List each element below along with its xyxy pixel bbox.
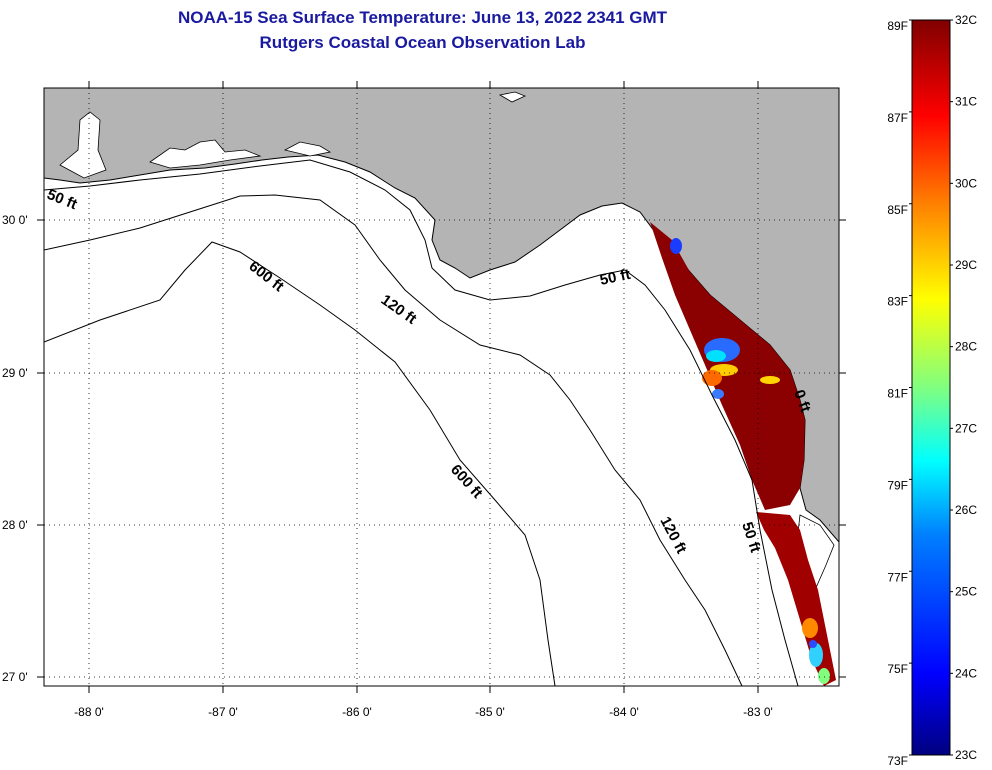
lon-label: -83 0': [743, 705, 773, 719]
colorbar-f-label: 75F: [887, 662, 908, 676]
contour-50ft: [44, 159, 799, 686]
colorbar-c-label: 23C: [955, 748, 977, 762]
mobile-bay: [59, 111, 107, 179]
lon-label: -86 0': [342, 705, 372, 719]
colorbar-f-label: 73F: [887, 754, 908, 768]
colorbar-f-label: 83F: [887, 295, 908, 309]
lat-label: 28 0': [2, 518, 28, 532]
choctawhatchee-bay: [283, 141, 332, 157]
colorbar-c-label: 24C: [955, 666, 977, 680]
lat-label: 29 0': [2, 366, 28, 380]
map-title: NOAA-15 Sea Surface Temperature: June 13…: [177, 8, 668, 27]
colorbar-f-label: 87F: [887, 111, 908, 125]
lon-label: -88 0': [74, 705, 104, 719]
contour-120ft: [44, 194, 743, 686]
colorbar-f-label: 77F: [887, 570, 908, 584]
colorbar-c-label: 31C: [955, 95, 977, 109]
colorbar-f-label: 81F: [887, 387, 908, 401]
colorbar-c-label: 27C: [955, 421, 977, 435]
map-frame: [43, 87, 840, 687]
colorbar-c-label: 25C: [955, 585, 977, 599]
colorbar-f-label: 89F: [887, 19, 908, 33]
colorbar-c-label: 29C: [955, 258, 977, 272]
sst-swath: [650, 222, 836, 686]
colorbar-c-label: 26C: [955, 503, 977, 517]
colorbar-c-label: 28C: [955, 340, 977, 354]
colorbar-f-label: 79F: [887, 478, 908, 492]
colorbar-f-label: 85F: [887, 203, 908, 217]
pensacola-bay: [149, 139, 262, 169]
lake-seminole: [498, 91, 527, 103]
lon-label: -87 0': [208, 705, 238, 719]
lon-label: -85 0': [475, 705, 505, 719]
contour-label: 50 ft: [598, 266, 632, 289]
map-subtitle: Rutgers Coastal Ocean Observation Lab: [259, 33, 586, 52]
colorbar-c-label: 30C: [955, 176, 977, 190]
colorbar-c-label: 32C: [955, 13, 977, 27]
colorbar: [911, 19, 951, 756]
lon-label: -84 0': [609, 705, 639, 719]
contour-600ft: [44, 241, 556, 686]
lat-label: 30 0': [2, 213, 28, 227]
lat-label: 27 0': [2, 670, 28, 684]
contour-label: 0 ft: [790, 388, 814, 415]
